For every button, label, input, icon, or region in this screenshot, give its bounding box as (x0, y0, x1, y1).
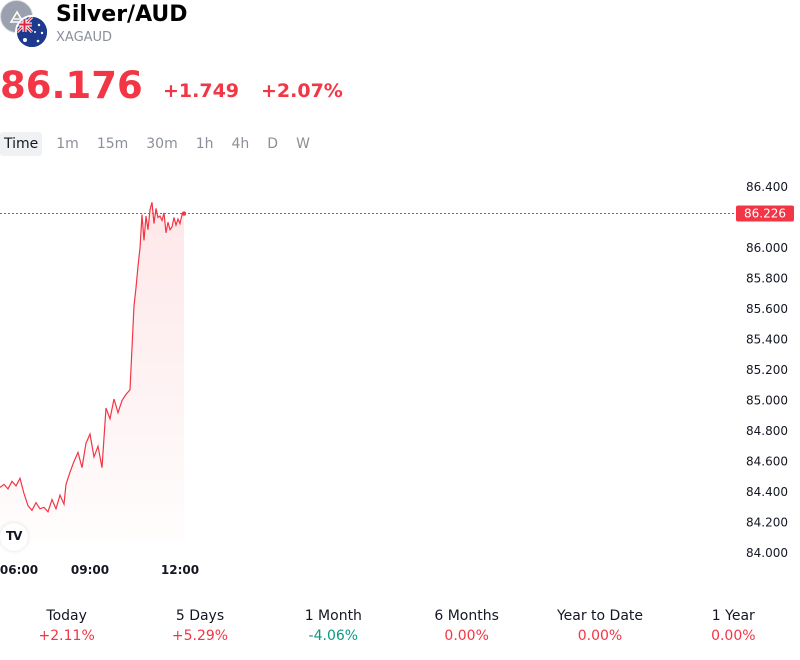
current-price-label: 86.226 (744, 207, 786, 221)
performance-item[interactable]: 6 Months 0.00% (400, 606, 533, 656)
price-change-absolute: +1.749 (163, 80, 240, 102)
y-axis-tick: 86.400 (746, 180, 788, 194)
price-chart-svg[interactable]: 86.226 86.400 86.000 85.800 85.600 85.400 85.2… (0, 170, 800, 590)
x-axis-tick: 12:00 (161, 563, 199, 577)
quote-row: 86.176 +1.749 +2.07% (0, 62, 800, 110)
interval-tab-1h[interactable]: 1h (195, 136, 214, 152)
series-area (0, 202, 184, 546)
x-axis-tick: 06:00 (0, 563, 38, 577)
price-change-percent: +2.07% (261, 80, 343, 102)
performance-item[interactable]: Year to Date 0.00% (533, 606, 666, 656)
series-line (0, 202, 185, 513)
interval-tab-30m[interactable]: 30m (146, 136, 178, 152)
interval-tab-d[interactable]: D (267, 136, 279, 152)
interval-tab-time[interactable]: Time (0, 132, 43, 156)
y-axis-tick: 85.400 (746, 333, 788, 347)
performance-item[interactable]: 1 Month -4.06% (267, 606, 400, 656)
current-price-badge (736, 205, 794, 222)
y-axis-tick: 84.600 (746, 455, 788, 469)
y-axis-tick: 84.200 (746, 516, 788, 530)
symbol-logo (0, 0, 50, 50)
y-axis-tick: 84.000 (746, 546, 788, 560)
y-axis-tick: 85.200 (746, 363, 788, 377)
performance-value: +2.11% (38, 628, 95, 644)
y-axis-tick: 84.400 (746, 485, 788, 499)
performance-label: Year to Date (556, 608, 643, 624)
y-axis-tick: 85.800 (746, 272, 788, 286)
performance-bar: Today +2.11% 5 Days +5.29% 1 Month -4.06% 6 Mo… (0, 606, 800, 656)
performance-label: Today (46, 608, 87, 624)
interval-tab-4h[interactable]: 4h (231, 136, 250, 152)
y-axis-tick: 86.000 (746, 241, 788, 255)
interval-selector: Time 1m 15m 30m 1h 4h D W (0, 132, 324, 156)
performance-label: 6 Months (434, 608, 499, 624)
performance-value: 0.00% (444, 628, 489, 644)
y-axis-tick: 85.600 (746, 302, 788, 316)
performance-value: 0.00% (577, 628, 623, 644)
symbol-header: Silver/AUD XAGAUD (0, 0, 800, 60)
interval-tab-15m[interactable]: 15m (96, 136, 129, 152)
performance-item[interactable]: Today +2.11% (0, 606, 133, 656)
performance-label: 1 Year (711, 608, 755, 624)
symbol-ticker: XAGAUD (56, 30, 113, 45)
y-axis-tick: 84.800 (746, 424, 788, 438)
x-axis-tick: 09:00 (71, 563, 109, 577)
performance-item[interactable]: 1 Year 0.00% (667, 606, 800, 656)
performance-label: 5 Days (175, 608, 225, 624)
y-axis-tick: 85.000 (746, 394, 788, 408)
performance-item[interactable]: 5 Days +5.29% (133, 606, 266, 656)
performance-label: 1 Month (304, 608, 362, 624)
last-price: 86.176 (0, 64, 143, 107)
interval-tab-1m[interactable]: 1m (56, 136, 79, 152)
price-chart[interactable]: 86.226 86.400 86.000 85.800 85.600 85.400 85.2… (0, 170, 800, 590)
tradingview-logo-icon[interactable]: TV (0, 523, 28, 551)
performance-value: -4.06% (308, 628, 359, 644)
australia-flag-icon (15, 15, 49, 49)
interval-tab-w[interactable]: W (296, 136, 310, 152)
symbol-name: Silver/AUD (56, 2, 188, 27)
performance-value: +5.29% (171, 628, 229, 644)
performance-value: 0.00% (711, 628, 756, 644)
